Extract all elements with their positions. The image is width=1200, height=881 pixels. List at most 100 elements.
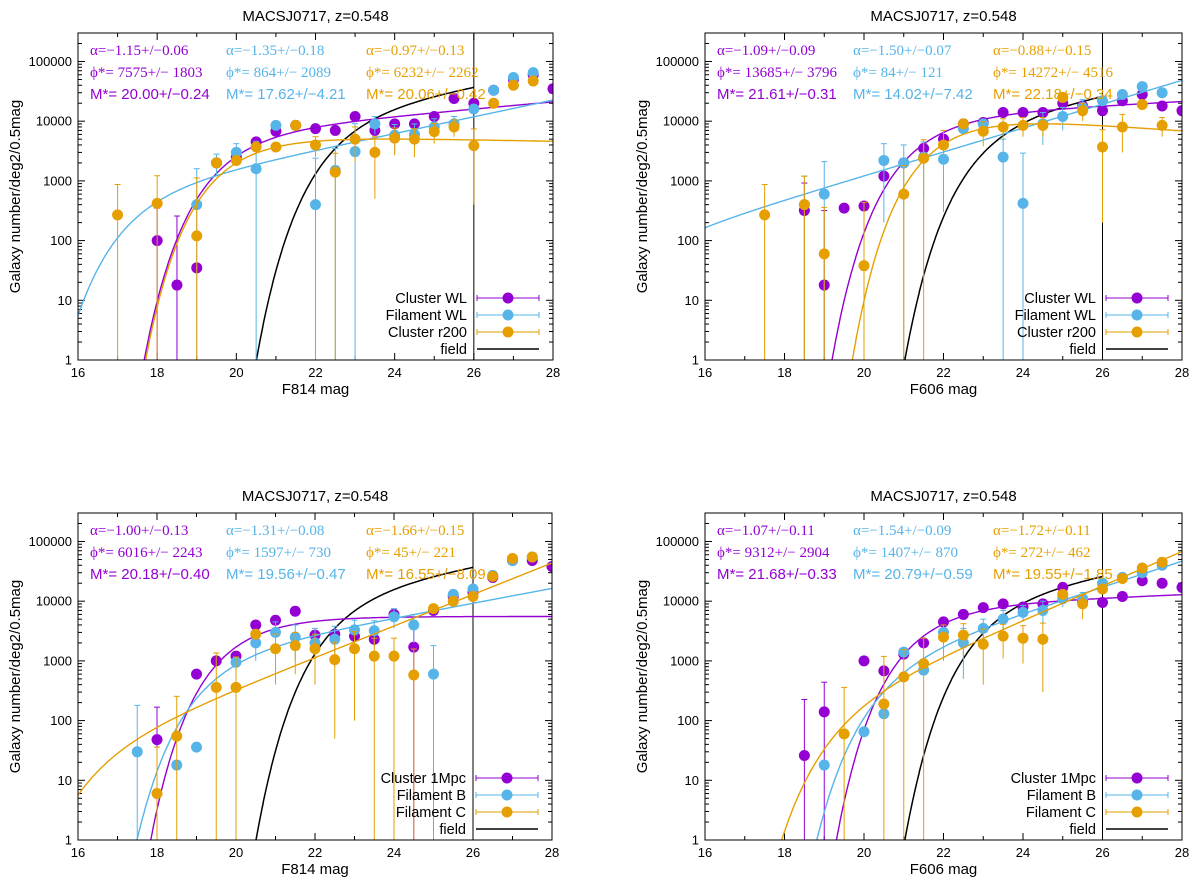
data-point: [349, 624, 360, 636]
x-tick-label: 26: [1095, 365, 1109, 380]
fit-parameter: α=−1.54+/−0.09: [853, 523, 951, 539]
x-tick-label: 24: [387, 365, 401, 380]
data-point: [151, 734, 163, 746]
legend-marker: [1131, 806, 1143, 818]
data-point: [388, 611, 400, 623]
y-tick-label: 1: [65, 833, 72, 848]
x-axis-label: F814 mag: [281, 861, 349, 878]
data-point: [898, 671, 910, 683]
data-point: [171, 279, 183, 291]
legend-label: Cluster WL: [395, 291, 467, 307]
field-curve: [904, 95, 1103, 360]
fit-parameter: M*= 16.55+/−8.09: [366, 566, 486, 583]
legend-label: Cluster 1Mpc: [1011, 771, 1096, 787]
fit-parameter: ϕ*= 14272+/− 4516: [993, 65, 1113, 81]
legend-marker: [501, 806, 513, 818]
data-point: [468, 140, 480, 152]
legend-marker: [502, 292, 514, 304]
data-point: [918, 658, 930, 670]
chart-panel-4: MACSJ0717, z=0.548 F606 mag Galaxy number/…: [634, 488, 1189, 878]
fit-parameter: α=−1.07+/−0.11: [717, 523, 815, 539]
legend-marker: [1131, 292, 1143, 304]
data-point: [388, 650, 400, 662]
fit-parameter: M*= 20.18+/−0.40: [90, 566, 210, 583]
data-point: [1057, 588, 1069, 600]
fit-curve: [780, 550, 1182, 840]
legend-label: Cluster r200: [1017, 325, 1096, 341]
plot-area: [78, 513, 552, 840]
y-tick-label: 100000: [29, 534, 72, 549]
data-point: [487, 570, 499, 582]
fit-parameter: M*= 17.62+/−4.21: [226, 86, 346, 103]
data-point: [1116, 590, 1128, 602]
x-tick-label: 18: [777, 365, 791, 380]
data-point: [488, 84, 500, 96]
x-tick-label: 18: [150, 365, 164, 380]
data-point: [526, 551, 538, 563]
fit-parameter: α=−1.31+/−0.08: [226, 523, 324, 539]
fit-parameter: M*= 21.68+/−0.33: [717, 566, 837, 583]
fit-parameter: α=−1.09+/−0.09: [717, 43, 815, 59]
data-point: [977, 602, 989, 614]
data-point: [270, 141, 282, 153]
data-point: [1017, 606, 1029, 618]
chart-title: MACSJ0717, z=0.548: [870, 488, 1016, 505]
data-point: [818, 706, 830, 718]
data-point: [368, 650, 380, 662]
data-point: [527, 67, 539, 79]
y-tick-label: 10000: [36, 114, 72, 129]
legend-label: Filament C: [396, 805, 466, 821]
data-point: [1017, 119, 1029, 131]
fit-parameter: α=−1.72+/−0.11: [993, 523, 1091, 539]
data-point: [448, 121, 460, 133]
data-point: [997, 106, 1009, 118]
data-point: [1176, 581, 1182, 593]
data-point: [1116, 121, 1128, 133]
data-point: [329, 654, 341, 666]
data-point: [428, 126, 440, 138]
data-point: [1156, 577, 1168, 589]
data-point: [309, 643, 321, 655]
y-tick-label: 1: [65, 353, 72, 368]
chart-panel-1: MACSJ0717, z=0.548 F814 mag Galaxy number/…: [7, 8, 560, 398]
data-point: [329, 166, 341, 178]
data-point: [507, 71, 519, 83]
data-point: [1097, 95, 1108, 107]
data-point: [918, 152, 930, 164]
data-point: [289, 605, 301, 617]
x-tick-label: 26: [466, 845, 480, 860]
chart-title: MACSJ0717, z=0.548: [242, 8, 388, 25]
legend-label: Filament WL: [386, 308, 467, 324]
y-tick-label: 10: [58, 293, 72, 308]
data-point: [310, 199, 321, 211]
y-tick-label: 100: [677, 233, 699, 248]
fit-parameter: ϕ*= 6232+/− 2262: [366, 65, 478, 81]
y-tick-label: 10000: [663, 114, 699, 129]
y-tick-label: 100000: [656, 54, 699, 69]
fit-parameter: α=−1.66+/−0.15: [366, 523, 464, 539]
data-point: [858, 726, 870, 738]
data-point: [1017, 197, 1029, 209]
data-point: [369, 146, 381, 158]
data-point: [818, 248, 830, 260]
data-point: [858, 655, 870, 667]
legend-label: field: [439, 822, 466, 838]
data-point: [270, 119, 282, 131]
x-tick-label: 28: [545, 845, 559, 860]
data-point: [310, 123, 321, 135]
data-point: [977, 638, 989, 650]
data-point: [448, 92, 460, 104]
legend-label: Filament B: [1027, 788, 1096, 804]
x-tick-label: 26: [467, 365, 481, 380]
legend-label: Cluster WL: [1024, 291, 1096, 307]
data-point: [759, 209, 771, 221]
y-tick-label: 10: [58, 773, 72, 788]
data-point: [151, 197, 163, 209]
data-point: [1097, 597, 1108, 609]
data-point: [1077, 105, 1089, 117]
x-axis-label: F606 mag: [910, 861, 978, 878]
legend-label: field: [440, 342, 467, 358]
legend-label: field: [1069, 342, 1096, 358]
data-point: [151, 788, 163, 800]
